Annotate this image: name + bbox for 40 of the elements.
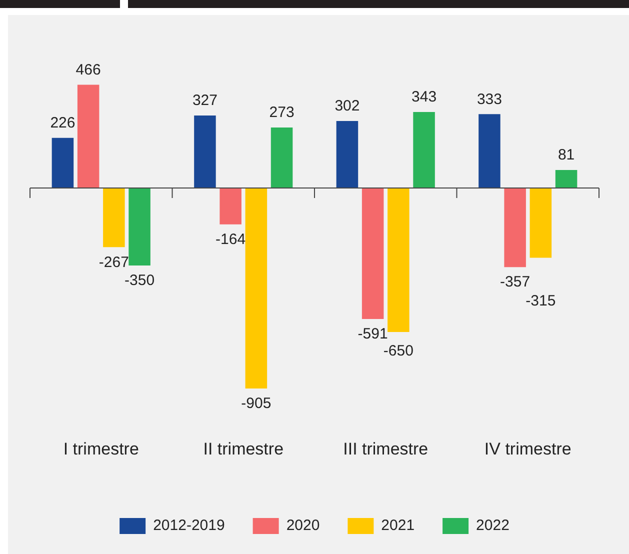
data-label: 333 bbox=[476, 90, 502, 108]
bar bbox=[103, 188, 125, 248]
bar bbox=[413, 112, 435, 188]
data-label: -267 bbox=[98, 254, 129, 271]
data-label: -357 bbox=[500, 274, 530, 291]
bar bbox=[270, 127, 293, 188]
data-label: -591 bbox=[358, 326, 388, 343]
data-label: 466 bbox=[76, 61, 101, 78]
bar bbox=[504, 188, 526, 268]
x-tick-label: I trimestre bbox=[63, 439, 139, 458]
legend-label: 2020 bbox=[286, 517, 320, 534]
data-label: 226 bbox=[50, 114, 76, 132]
bar bbox=[362, 188, 384, 319]
legend-label: 2012-2019 bbox=[153, 517, 225, 534]
bar bbox=[388, 188, 410, 332]
data-label: -650 bbox=[383, 342, 414, 360]
bar bbox=[478, 114, 500, 188]
legend-label: 2022 bbox=[476, 517, 510, 534]
legend-label: 2021 bbox=[381, 517, 415, 534]
data-label: -164 bbox=[216, 230, 246, 248]
bar bbox=[245, 188, 268, 389]
bar bbox=[336, 121, 358, 188]
bar bbox=[77, 84, 100, 188]
data-label: -350 bbox=[124, 272, 155, 290]
x-tick-label: IV trimestre bbox=[484, 439, 572, 458]
x-tick-label: II trimestre bbox=[203, 439, 284, 458]
x-tick-label: III trimestre bbox=[343, 439, 428, 458]
bar bbox=[194, 116, 216, 188]
data-label: 343 bbox=[412, 88, 437, 106]
bar bbox=[555, 170, 578, 188]
data-label: 327 bbox=[192, 92, 218, 110]
data-label: 273 bbox=[269, 104, 294, 122]
data-label: -905 bbox=[241, 395, 272, 412]
data-label: 81 bbox=[558, 146, 575, 164]
data-label: 302 bbox=[334, 98, 360, 115]
data-label: -315 bbox=[526, 292, 556, 310]
bar bbox=[530, 188, 552, 258]
bar bbox=[220, 188, 242, 224]
bar bbox=[128, 188, 150, 266]
bar bbox=[52, 138, 74, 188]
